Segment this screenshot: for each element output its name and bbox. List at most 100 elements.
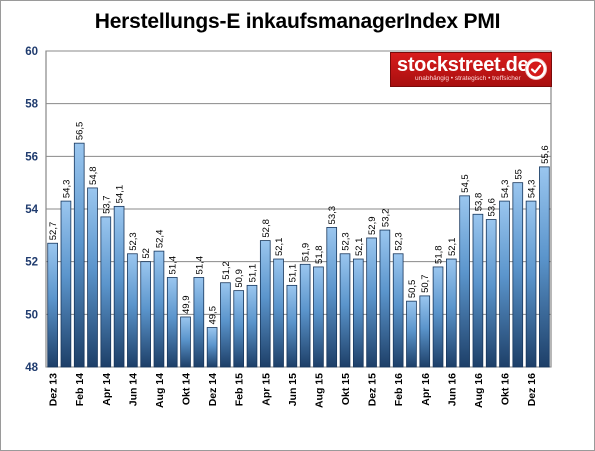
bar [499, 200, 510, 368]
logo-tagline: unabhängig • strategisch • treffsicher [415, 75, 521, 82]
data-labels: 52,754,356,554,853,754,152,35252,451,449… [48, 122, 551, 325]
x-tick-label: Dez 16 [526, 373, 538, 406]
bar [366, 237, 377, 368]
data-label: 52 [141, 248, 152, 259]
bar [512, 182, 524, 368]
bar [472, 213, 484, 368]
data-label: 54,5 [460, 174, 471, 193]
data-label: 51,4 [168, 256, 179, 275]
bar [485, 219, 497, 368]
bar [313, 266, 324, 368]
data-label: 51,4 [194, 256, 205, 275]
x-tick-label: Jun 16 [446, 373, 458, 406]
data-label: 50,7 [420, 274, 431, 293]
bar [406, 300, 417, 368]
bar [87, 187, 98, 368]
data-label: 50,9 [234, 269, 245, 288]
bar [299, 263, 311, 368]
data-label: 53,2 [380, 209, 391, 228]
data-label: 55 [513, 169, 524, 180]
data-label: 52,3 [341, 232, 352, 251]
bar [180, 316, 191, 368]
x-tick-label: Jun 14 [127, 373, 139, 406]
data-label: 55,6 [540, 145, 551, 164]
data-label: 52,8 [261, 219, 272, 238]
x-tick-label: Aug 14 [154, 373, 166, 408]
x-tick-label: Okt 16 [499, 373, 511, 405]
bar [379, 229, 391, 368]
data-label: 52,1 [274, 238, 285, 257]
x-tick-label: Feb 14 [74, 373, 86, 406]
x-tick-label: Apr 14 [101, 373, 113, 406]
bar [193, 277, 205, 368]
data-label: 49,9 [181, 295, 192, 314]
x-tick-label: Jun 15 [287, 373, 299, 406]
bar [233, 290, 245, 368]
data-label: 51,9 [301, 243, 312, 262]
bar [60, 200, 72, 368]
data-label: 52,3 [128, 232, 139, 251]
y-tick-label: 60 [25, 46, 38, 58]
bar [73, 142, 85, 368]
data-label: 50,5 [407, 280, 418, 299]
x-tick-label: Dez 15 [367, 373, 379, 406]
chart-title: Herstellungs-E inkaufsmanagerIndex PMI [94, 10, 501, 33]
data-label: 52,1 [354, 238, 365, 257]
bar [220, 282, 231, 368]
data-label: 53,7 [101, 195, 112, 214]
y-axis: 48 50 52 54 56 58 60 [25, 46, 38, 374]
bar [432, 266, 444, 368]
y-tick-label: 52 [25, 257, 38, 269]
y-tick-label: 56 [25, 151, 38, 163]
bar [127, 253, 138, 368]
bar [352, 258, 364, 368]
data-label: 53,3 [327, 206, 338, 225]
data-label: 53,8 [473, 193, 484, 212]
data-label: 54,8 [88, 166, 99, 185]
data-label: 49,5 [208, 306, 219, 325]
y-tick-label: 48 [25, 362, 38, 374]
bar [47, 242, 58, 368]
y-tick-label: 58 [25, 99, 38, 111]
x-axis: Dez 13 Feb 14 Apr 14 Jun 14 Aug 14 Okt 14 Dez … [48, 373, 538, 408]
bar [273, 258, 284, 368]
bar [286, 284, 298, 368]
x-tick-label: Okt 15 [340, 373, 352, 405]
data-label: 51,2 [221, 261, 232, 280]
data-label: 52,7 [48, 222, 59, 241]
x-tick-label: Feb 15 [234, 373, 246, 406]
x-tick-label: Dez 13 [48, 373, 60, 406]
x-tick-label: Aug 16 [473, 373, 485, 408]
data-label: 51,8 [434, 245, 445, 264]
data-label: 54,3 [61, 180, 72, 199]
x-tick-label: Aug 15 [313, 373, 325, 408]
bar [113, 205, 125, 368]
bar [326, 227, 338, 368]
data-label: 51,1 [247, 264, 258, 283]
bar [140, 261, 151, 368]
data-label: 52,9 [367, 216, 378, 235]
data-label: 51,8 [314, 245, 325, 264]
logo-name: stockstreet.de [397, 54, 529, 76]
data-label: 52,1 [447, 238, 458, 257]
bar [206, 327, 218, 368]
stockstreet-logo: stockstreet.de unabhängig • strategisch … [390, 52, 552, 87]
bars [47, 142, 550, 368]
x-tick-label: Apr 16 [420, 373, 432, 406]
x-tick-label: Dez 14 [207, 373, 219, 406]
data-label: 51,1 [287, 264, 298, 283]
bar [539, 166, 550, 368]
data-label: 52,3 [394, 232, 405, 251]
bar [525, 200, 537, 368]
checkmark-icon [525, 58, 547, 80]
data-label: 54,1 [115, 185, 126, 204]
y-tick-label: 50 [25, 309, 38, 321]
bar [166, 277, 178, 368]
data-label: 56,5 [75, 122, 86, 141]
bar [259, 240, 271, 368]
x-tick-label: Okt 14 [181, 373, 193, 405]
y-tick-label: 54 [25, 204, 38, 216]
bar [459, 195, 470, 368]
x-tick-label: Apr 15 [260, 373, 272, 406]
